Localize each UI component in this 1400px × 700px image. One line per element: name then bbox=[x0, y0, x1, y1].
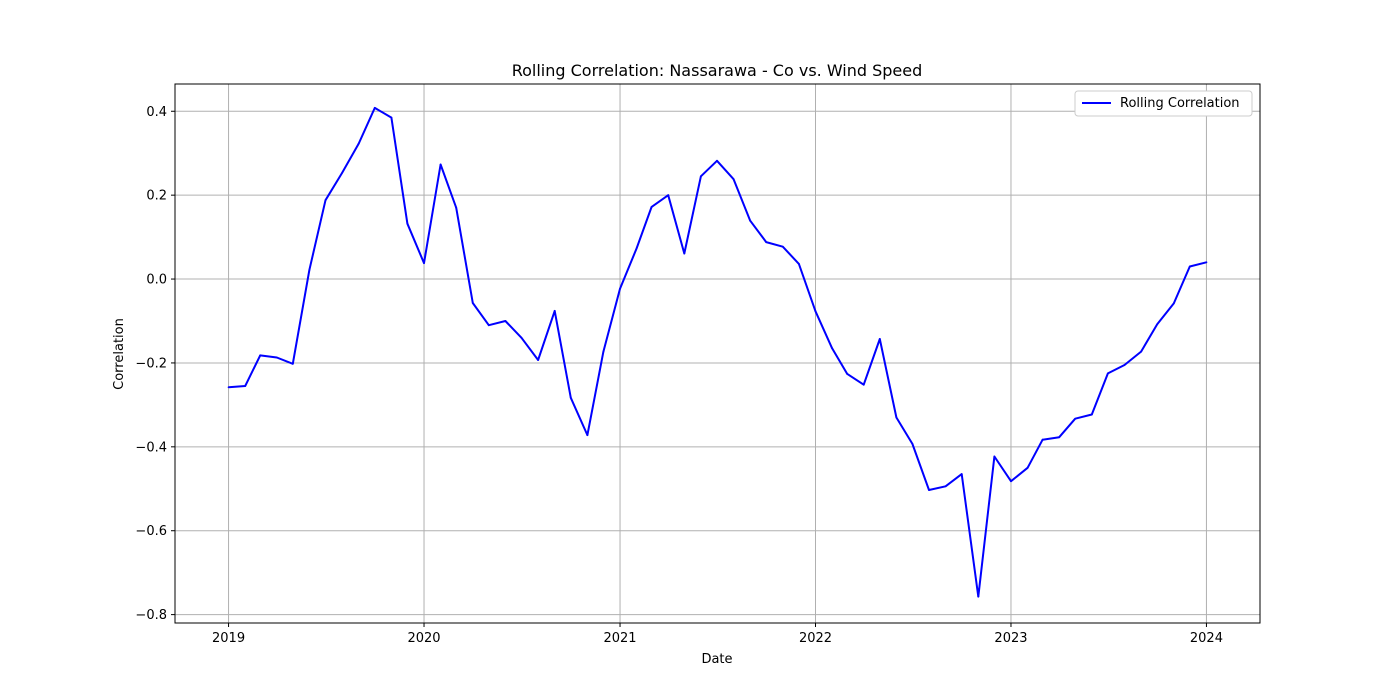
data-point bbox=[390, 116, 393, 119]
data-point bbox=[798, 263, 800, 265]
data-point bbox=[341, 172, 343, 174]
y-tick-label: −0.4 bbox=[135, 440, 167, 455]
data-point bbox=[1172, 302, 1175, 305]
data-point bbox=[602, 350, 605, 353]
data-point bbox=[586, 434, 589, 436]
data-point bbox=[781, 245, 784, 248]
data-point bbox=[1074, 417, 1077, 420]
data-point bbox=[878, 338, 881, 340]
data-point bbox=[846, 372, 849, 375]
data-point bbox=[406, 222, 409, 225]
x-axis-label: Date bbox=[701, 652, 732, 667]
data-point bbox=[960, 473, 963, 475]
data-point bbox=[749, 219, 752, 222]
data-point bbox=[1140, 350, 1143, 353]
y-tick-label: 0.0 bbox=[146, 273, 167, 288]
data-point bbox=[324, 199, 327, 202]
data-point bbox=[275, 356, 278, 359]
data-point bbox=[1188, 265, 1191, 268]
data-point bbox=[911, 442, 914, 445]
x-tick-label: 2023 bbox=[994, 631, 1027, 646]
data-point bbox=[1010, 480, 1012, 483]
data-point bbox=[635, 247, 638, 250]
data-point bbox=[619, 287, 621, 290]
data-point bbox=[699, 175, 702, 178]
data-point bbox=[1123, 364, 1126, 366]
legend-label: Rolling Correlation bbox=[1120, 96, 1240, 111]
data-point bbox=[1041, 438, 1044, 441]
data-point bbox=[928, 489, 930, 491]
data-point bbox=[667, 194, 670, 197]
data-point bbox=[504, 320, 507, 322]
data-point bbox=[373, 107, 376, 109]
y-axis: −0.8 −0.6 −0.4 −0.2 0.0 0.2 0.4 bbox=[135, 105, 175, 623]
data-point bbox=[732, 178, 735, 181]
x-tick-label: 2021 bbox=[603, 631, 636, 646]
data-point bbox=[423, 262, 425, 265]
data-point bbox=[308, 268, 311, 271]
series-layer bbox=[227, 106, 1208, 598]
y-tick-label: −0.6 bbox=[135, 524, 167, 539]
data-point bbox=[862, 383, 865, 386]
data-point bbox=[1090, 413, 1093, 416]
x-tick-label: 2020 bbox=[407, 631, 440, 646]
data-point bbox=[814, 310, 817, 313]
grid bbox=[175, 84, 1260, 623]
data-point bbox=[765, 241, 768, 244]
data-point bbox=[977, 595, 980, 598]
data-point bbox=[569, 396, 572, 399]
data-point bbox=[471, 302, 474, 304]
x-tick-label: 2024 bbox=[1190, 631, 1223, 646]
y-tick-label: −0.2 bbox=[135, 356, 167, 371]
y-axis-label: Correlation bbox=[112, 318, 127, 390]
data-point bbox=[455, 206, 458, 209]
data-point bbox=[1156, 323, 1159, 326]
data-point bbox=[537, 359, 539, 361]
x-tick-label: 2019 bbox=[212, 631, 245, 646]
data-point bbox=[553, 310, 556, 312]
data-point bbox=[244, 385, 247, 387]
y-tick-label: −0.8 bbox=[135, 608, 167, 623]
data-point bbox=[716, 159, 718, 162]
data-point bbox=[227, 386, 230, 389]
data-point bbox=[291, 362, 294, 365]
y-tick-label: 0.2 bbox=[146, 189, 167, 204]
chart-title: Rolling Correlation: Nassarawa - Co vs. … bbox=[512, 61, 923, 80]
data-point bbox=[650, 206, 653, 208]
data-point bbox=[895, 416, 898, 419]
y-tick-label: 0.4 bbox=[146, 105, 167, 120]
x-tick-label: 2022 bbox=[799, 631, 832, 646]
plot-frame bbox=[174, 83, 1261, 624]
data-point bbox=[259, 354, 262, 357]
legend-box bbox=[1074, 90, 1253, 117]
data-point bbox=[831, 347, 834, 350]
data-point bbox=[1107, 372, 1109, 375]
data-point bbox=[487, 324, 490, 327]
data-point bbox=[520, 336, 523, 339]
legend: Rolling Correlation bbox=[1074, 90, 1253, 117]
data-point bbox=[1058, 436, 1061, 439]
data-point bbox=[357, 142, 360, 145]
data-point bbox=[683, 252, 686, 255]
x-axis: 2019 2020 2021 2022 2023 2024 bbox=[212, 623, 1223, 646]
data-point bbox=[1026, 466, 1029, 469]
data-point bbox=[944, 485, 947, 488]
data-point bbox=[1205, 261, 1208, 264]
data-point bbox=[993, 455, 996, 458]
data-point bbox=[439, 163, 442, 166]
